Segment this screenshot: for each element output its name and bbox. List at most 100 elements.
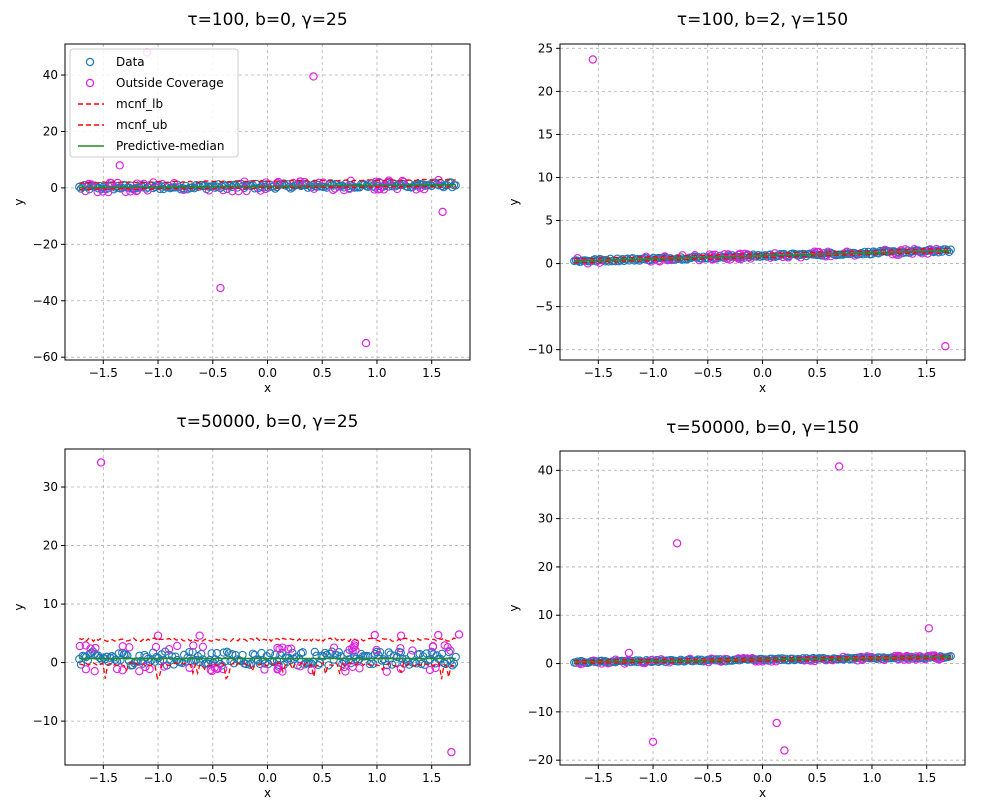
y-tick-label: −10 — [33, 714, 58, 728]
outside-coverage-point — [135, 667, 144, 676]
x-tick-label: 1.0 — [862, 366, 881, 380]
outside-coverage-point — [888, 250, 897, 259]
data-point — [946, 245, 955, 254]
data-point — [267, 656, 276, 666]
outside-coverage-point — [121, 187, 130, 197]
x-tick-label: 1.5 — [422, 366, 441, 380]
outside-coverage-point — [159, 662, 169, 671]
y-tick-label: 40 — [538, 463, 553, 477]
y-tick-label: −60 — [33, 350, 58, 364]
y-tick-label: 20 — [538, 560, 553, 574]
data-point — [365, 659, 374, 669]
mcnf-ub-line — [574, 654, 951, 662]
legend-label-outside: Outside Coverage — [116, 76, 224, 90]
outside-coverage-point — [273, 665, 282, 674]
outside-coverage-point — [93, 187, 102, 197]
data-point — [396, 648, 405, 657]
outside-coverage-point — [164, 645, 174, 654]
outlier-point — [672, 539, 682, 548]
legend: Data Outside Coverage mcnf_lb mcnf_ub Predic… — [69, 48, 239, 158]
y-tick-label: 30 — [538, 512, 553, 526]
outlier-point — [309, 72, 318, 81]
legend-box — [69, 48, 239, 158]
outside-coverage-point — [396, 644, 405, 653]
y-tick-label: 20 — [538, 84, 553, 98]
data-point — [370, 649, 380, 659]
x-tick-label: −1.5 — [584, 771, 613, 785]
data-point — [106, 653, 115, 662]
data-point — [382, 661, 392, 670]
outside-coverage-point — [339, 185, 349, 195]
grid — [65, 449, 470, 765]
x-tick-label: −0.5 — [693, 366, 722, 380]
series-outside-coverage — [573, 55, 950, 351]
y-axis-label: y — [507, 198, 521, 205]
y-tick-label: −20 — [528, 753, 553, 767]
outside-coverage-point — [783, 253, 793, 262]
outside-coverage-point — [736, 254, 746, 264]
data-point — [281, 653, 290, 662]
outside-coverage-point — [355, 664, 364, 673]
data-point — [334, 648, 344, 657]
data-point — [381, 656, 390, 666]
plot-area — [570, 55, 955, 351]
x-tick-label: 1.0 — [367, 771, 386, 785]
plot-area — [75, 458, 464, 757]
outside-coverage-point — [408, 646, 417, 655]
mcnf-ub-line — [79, 178, 456, 184]
outlier-point — [434, 630, 443, 640]
outside-coverage-point — [431, 663, 440, 673]
x-tick-label: 0.5 — [313, 366, 332, 380]
outside-coverage-point — [695, 256, 704, 265]
y-tick-label: 40 — [43, 68, 58, 82]
data-point — [298, 648, 307, 657]
plot-area — [75, 48, 460, 348]
predictive-median-line — [574, 656, 951, 663]
outlier-point — [648, 737, 658, 747]
y-axis-label: y — [12, 198, 26, 205]
outside-coverage-point — [273, 643, 282, 653]
y-tick-label: 5 — [545, 214, 553, 228]
outside-coverage-point — [198, 642, 208, 651]
outside-coverage-point — [278, 643, 287, 652]
outside-coverage-point — [382, 667, 391, 676]
chart-title: τ=50000, b=0, γ=25 — [177, 412, 359, 432]
x-tick-label: −1.5 — [584, 366, 613, 380]
outside-coverage-point — [284, 644, 293, 654]
outside-coverage-point — [91, 643, 100, 653]
outlier-point — [396, 631, 406, 640]
chart-title: τ=50000, b=0, γ=150 — [666, 418, 859, 438]
y-axis-label: y — [12, 603, 26, 610]
outside-coverage-point — [151, 642, 161, 652]
x-tick-label: −1.0 — [143, 366, 172, 380]
y-tick-label: 0 — [50, 656, 58, 670]
outside-coverage-point — [173, 641, 182, 651]
outside-coverage-point — [90, 667, 99, 676]
y-axis-label: y — [507, 604, 521, 611]
x-tick-label: 0.5 — [313, 771, 332, 785]
outside-coverage-point — [260, 665, 269, 674]
y-tick-label: 20 — [43, 539, 58, 553]
data-point — [111, 655, 120, 664]
mcnf-lb-line — [574, 657, 951, 665]
outside-coverage-point — [655, 257, 664, 266]
predictive-median-line — [574, 249, 951, 262]
outside-coverage-point — [104, 187, 113, 197]
outside-coverage-point — [81, 665, 91, 674]
outside-coverage-point — [867, 652, 876, 662]
y-tick-label: 15 — [538, 127, 553, 141]
data-point — [391, 658, 400, 668]
y-tick-label: 10 — [538, 608, 553, 622]
data-point — [369, 659, 378, 668]
outlier-point — [370, 630, 379, 640]
data-point — [221, 657, 230, 666]
x-axis-label: x — [759, 786, 766, 800]
x-tick-label: 1.5 — [917, 366, 936, 380]
data-point — [444, 647, 454, 657]
x-tick-label: 0.5 — [808, 771, 827, 785]
y-tick-label: 30 — [43, 480, 58, 494]
subplot-tau50000-b0-gamma25: −1.5 −1.0 −0.5 0.0 0.5 1.0 1.5 −10 0 10 20 30 x y τ=50… — [12, 412, 471, 800]
data-point — [296, 649, 306, 658]
data-point — [379, 655, 388, 664]
x-tick-label: 1.0 — [862, 771, 881, 785]
